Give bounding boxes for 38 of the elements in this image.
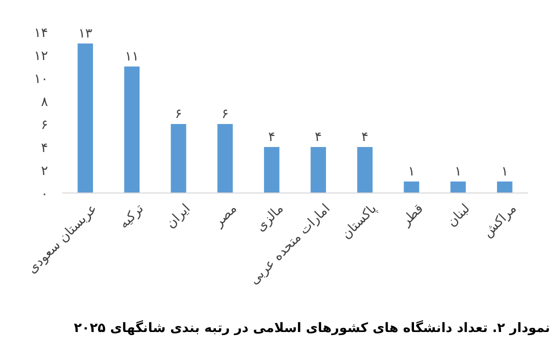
bar	[357, 147, 373, 193]
data-label: ۶	[222, 107, 229, 122]
data-label: ۴	[268, 130, 276, 145]
data-label: ۱۳	[78, 26, 92, 42]
bar	[497, 182, 512, 193]
x-tick-label: ترکیه	[116, 201, 148, 232]
y-tick-label: ۱۲	[34, 49, 48, 64]
x-tick-label: قطر	[398, 201, 427, 230]
bar	[78, 44, 93, 193]
data-label: ۱۱	[124, 50, 139, 64]
x-tick-label: لبنان	[444, 201, 474, 230]
bar	[170, 124, 186, 193]
x-tick-label: پاکستان	[339, 201, 380, 242]
bar	[264, 147, 280, 193]
bar	[124, 66, 140, 193]
data-label: ۱	[408, 164, 415, 180]
x-tick-label: مالزی	[253, 201, 287, 235]
y-tick-label: ۱۴	[34, 26, 48, 41]
data-label: ۴	[361, 130, 368, 145]
y-tick-label: ۰	[41, 187, 48, 202]
data-label: ۱	[454, 164, 462, 180]
x-tick-label: ایران	[163, 201, 194, 232]
bar	[217, 124, 233, 193]
x-tick-label: مراکش	[480, 201, 520, 241]
y-tick-label: ۱۰	[34, 72, 48, 87]
x-tick-label: مصر	[210, 201, 240, 231]
bar	[310, 147, 326, 193]
bar	[404, 182, 420, 193]
data-label: ۶	[175, 107, 182, 122]
bar	[450, 182, 466, 193]
y-tick-label: ۸	[41, 95, 48, 110]
y-tick-label: ۶	[41, 118, 48, 133]
x-tick-label: عربستان سعودی	[25, 201, 100, 277]
text: نمودار ۲. تعداد دانشگاه های کشورهای اسلامی در رتبه بندی شانگهای ۲۰۲۵	[74, 320, 550, 336]
y-tick-label: ۲	[41, 164, 48, 179]
data-label: ۱	[501, 164, 508, 180]
data-label: ۴	[314, 130, 322, 145]
y-tick-label: ۴	[41, 141, 48, 156]
